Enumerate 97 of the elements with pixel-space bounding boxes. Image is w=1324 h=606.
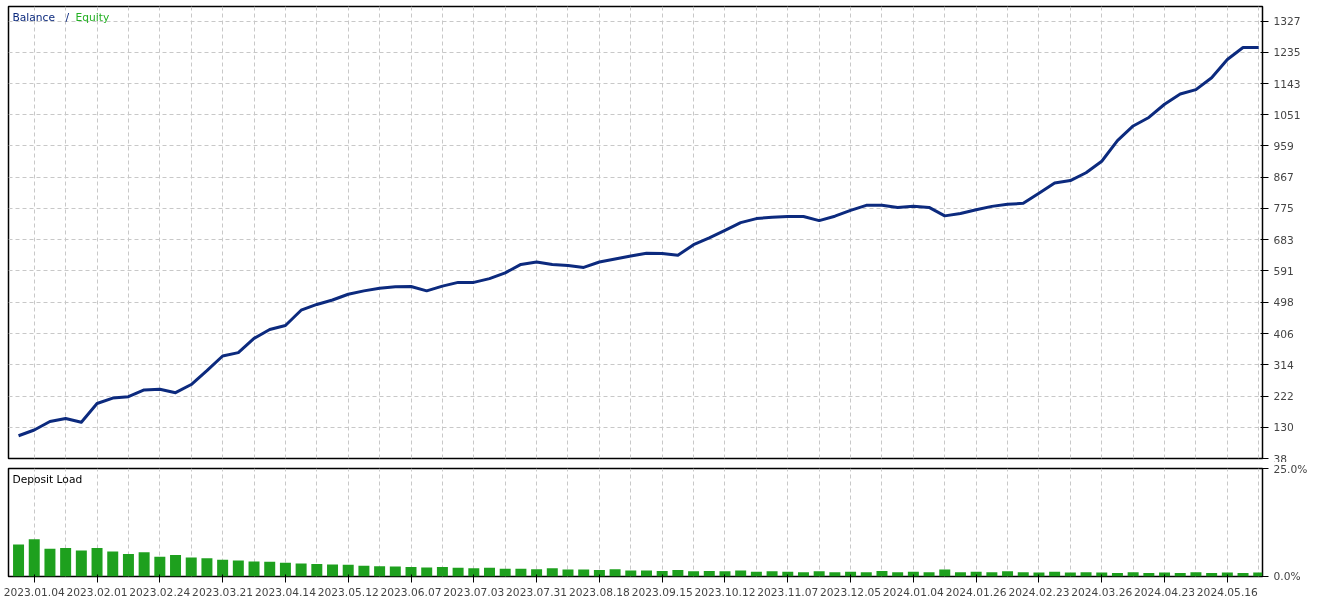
bar: [546, 568, 558, 577]
bar: [735, 570, 747, 577]
text: Balance: [12, 10, 56, 24]
x-tick-label: 2023.03.21: [192, 585, 254, 599]
bar: [107, 551, 119, 577]
x-tick-label: 2023.01.04: [3, 585, 65, 599]
bar: [232, 560, 244, 577]
bar: [28, 539, 40, 577]
y-tick-label: 683: [1273, 233, 1294, 247]
bar: [342, 564, 354, 577]
bar: [892, 572, 904, 577]
bar: [185, 557, 197, 577]
bar: [766, 571, 778, 577]
bar: [1190, 572, 1202, 577]
bar: [60, 547, 72, 577]
x-tick-label: 2024.04.23: [1134, 585, 1196, 599]
bar: [593, 570, 605, 577]
bar: [923, 572, 935, 577]
bar: [389, 566, 401, 577]
bar: [91, 547, 103, 577]
x-tick-label: 2023.11.07: [757, 585, 819, 599]
y-tick-label: 867: [1273, 171, 1294, 185]
bar: [499, 568, 511, 577]
y-tick-label: 1235: [1273, 46, 1301, 60]
bar: [138, 552, 150, 577]
x-tick-label: 2023.07.03: [443, 585, 505, 599]
bar: [531, 569, 543, 577]
x-tick-label: 2024.05.16: [1196, 585, 1259, 599]
bar: [672, 570, 684, 577]
bar: [813, 571, 825, 577]
x-tick-label: 2024.01.26: [945, 585, 1007, 599]
bar: [797, 572, 809, 577]
bar: [436, 567, 448, 577]
y-tick-label: 0.0%: [1273, 570, 1301, 583]
y-tick-label: 406: [1273, 327, 1295, 341]
x-tick-label: 2023.05.12: [317, 585, 379, 599]
legend-label: Equity: [75, 10, 110, 24]
chart-title: Deposit Load: [12, 472, 83, 486]
y-tick-label: 1143: [1273, 77, 1301, 91]
x-tick-label: 2023.07.31: [506, 585, 568, 599]
line-series: [17, 46, 1261, 438]
bar: [405, 567, 417, 577]
bar: [295, 563, 307, 577]
bar: [452, 567, 464, 577]
y-tick-label: 314: [1273, 358, 1295, 372]
x-tick-label: 2024.03.26: [1071, 585, 1133, 599]
bar: [625, 570, 637, 577]
bar: [829, 572, 841, 577]
y-tick-label: 775: [1273, 202, 1294, 216]
annotation: /: [65, 10, 70, 24]
x-tick-label: 2023.06.07: [380, 585, 442, 599]
bar: [122, 554, 134, 577]
bar: [1002, 571, 1014, 577]
x-tick-label: 2023.08.18: [568, 585, 631, 599]
bar: [358, 565, 370, 577]
bar: [986, 572, 998, 577]
bar: [248, 561, 260, 577]
x-tick-label: 2023.09.15: [631, 585, 693, 599]
bar: [75, 550, 87, 577]
bar: [954, 572, 966, 577]
bar: [374, 566, 386, 577]
bar: [217, 559, 229, 577]
y-tick-label: 498: [1273, 296, 1295, 310]
x-tick-label: 2023.04.14: [254, 585, 317, 599]
bar: [154, 556, 166, 577]
bar: [279, 562, 291, 577]
x-tick-label: 2023.12.05: [820, 585, 882, 599]
bar: [421, 567, 433, 577]
bar: [44, 548, 56, 577]
bar: [1127, 572, 1139, 577]
bar: [515, 568, 527, 577]
bar: [640, 570, 652, 577]
y-tick-label: 1327: [1273, 15, 1301, 29]
y-tick-label: 591: [1273, 264, 1294, 278]
bar: [719, 571, 731, 577]
bar: [170, 554, 182, 577]
x-tick-label: 2023.02.24: [129, 585, 191, 599]
y-tick-label: 959: [1273, 139, 1295, 153]
bar: [13, 544, 25, 577]
y-tick-label: 130: [1273, 421, 1295, 435]
bar: [688, 571, 700, 577]
bar: [311, 563, 323, 577]
bar: [1080, 572, 1092, 577]
bar: [468, 568, 480, 577]
bar: [1017, 572, 1029, 577]
x-tick-label: 2023.02.01: [66, 585, 128, 599]
y-tick-label: 222: [1273, 390, 1294, 404]
bar: [201, 558, 213, 577]
y-tick-label: 1051: [1273, 108, 1301, 122]
bar: [860, 572, 872, 577]
x-tick-label: 2024.02.23: [1008, 585, 1070, 599]
bar: [264, 561, 276, 577]
bar: [609, 569, 621, 577]
x-tick-label: 2023.10.12: [694, 585, 756, 599]
x-tick-label: 2024.01.04: [882, 585, 945, 599]
bar: [327, 564, 339, 577]
bar: [484, 567, 495, 577]
